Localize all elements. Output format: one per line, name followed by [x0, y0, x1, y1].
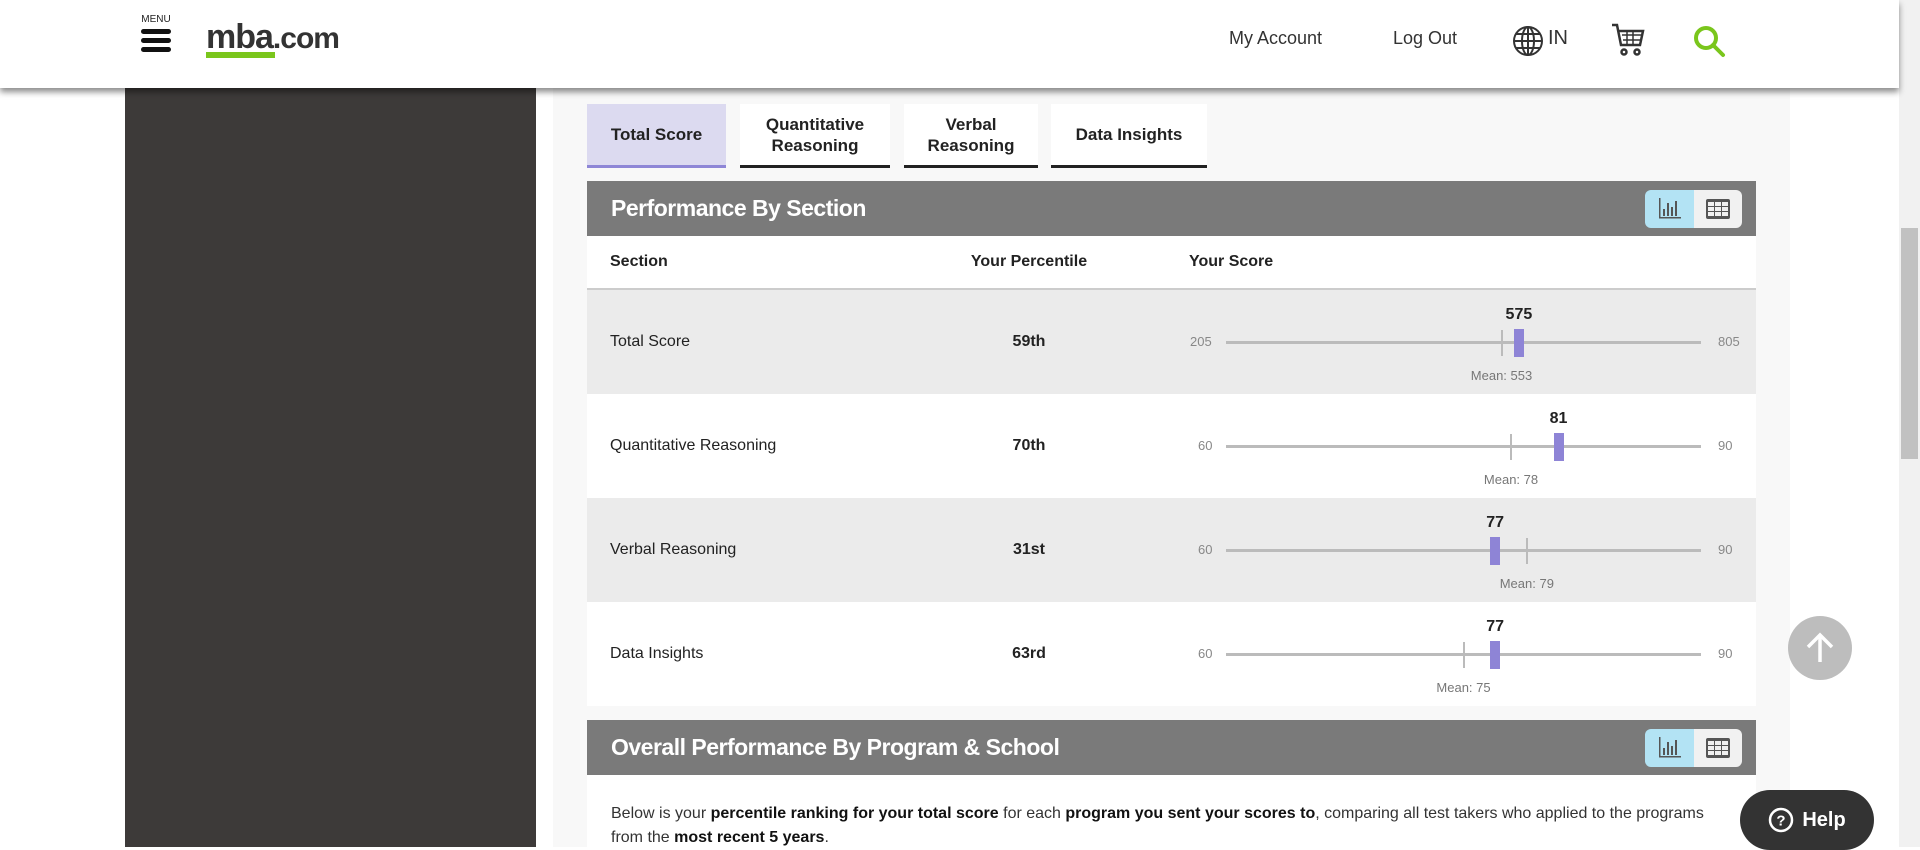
score-track: [1226, 549, 1701, 552]
section-title: Overall Performance By Program & School: [611, 734, 1060, 760]
chart-view-button[interactable]: [1645, 190, 1694, 228]
section-header-performance: Performance By Section: [587, 181, 1756, 236]
tab-total-score[interactable]: Total Score: [587, 104, 726, 168]
hamburger-icon: [141, 29, 171, 34]
text: Below is your: [611, 805, 711, 822]
cart-icon[interactable]: [1610, 22, 1646, 63]
scrollbar-thumb[interactable]: [1901, 228, 1918, 459]
tab-label: Quantitative Reasoning: [765, 114, 865, 155]
chart-view-button[interactable]: [1645, 729, 1694, 767]
section-name: Data Insights: [610, 645, 704, 662]
mean-marker: [1462, 642, 1465, 668]
score-marker: [1490, 641, 1501, 669]
range-min: 205: [1190, 334, 1212, 349]
mean-marker: [1510, 434, 1512, 460]
table-row: Data Insights 63rd 60 90 77 Mean: 75: [587, 602, 1756, 706]
percentile: 63rd: [1012, 645, 1046, 662]
table-view-button[interactable]: [1693, 729, 1742, 767]
score-marker: [1513, 329, 1524, 357]
sidebar: [125, 88, 536, 847]
mean-marker: [1500, 330, 1503, 356]
score-value: 77: [1486, 618, 1505, 635]
question-icon: ?: [1769, 807, 1794, 833]
range-min: 60: [1198, 646, 1213, 661]
log-out-link[interactable]: Log Out: [1393, 28, 1458, 48]
range-min: 60: [1198, 438, 1213, 453]
logo-suffix: .com: [272, 22, 340, 55]
mba-logo[interactable]: mba.com: [206, 18, 340, 58]
help-label: Help: [1802, 808, 1846, 831]
section-name: Total Score: [610, 333, 691, 350]
text: .: [824, 829, 829, 846]
percentile: 70th: [1012, 437, 1046, 454]
scroll-to-top-button[interactable]: [1788, 616, 1852, 680]
text-bold: program you sent your scores to: [1065, 805, 1316, 822]
mean-marker: [1525, 538, 1528, 564]
program-description: Below is your percentile ranking for you…: [587, 775, 1756, 847]
table-row: Quantitative Reasoning 70th 60 90 81 Mea…: [587, 394, 1756, 498]
table-grid-icon: [1705, 199, 1730, 219]
col-score: Your Score: [1189, 253, 1274, 270]
score-value: 575: [1505, 306, 1533, 323]
help-button[interactable]: ? Help: [1740, 790, 1874, 850]
table-header: Section Your Percentile Your Score: [587, 236, 1756, 290]
text-bold: most recent 5 years: [674, 829, 825, 846]
table-row: Verbal Reasoning 31st 60 90 77 Mean: 79: [587, 498, 1756, 602]
menu-button[interactable]: MENU: [139, 14, 173, 56]
tab-verbal-reasoning[interactable]: Verbal Reasoning: [904, 104, 1038, 168]
svg-text:?: ?: [1777, 813, 1786, 830]
percentile: 59th: [1012, 333, 1046, 350]
bar-chart-icon: [1659, 737, 1682, 758]
view-toggle: [1645, 729, 1742, 767]
score-marker: [1490, 537, 1501, 565]
col-section: Section: [610, 253, 668, 270]
range-min: 60: [1198, 542, 1213, 557]
text: , comparing all test takers who applied …: [611, 805, 1704, 846]
globe-icon[interactable]: [1512, 25, 1544, 62]
hamburger-icon-line: [141, 47, 171, 52]
search-icon[interactable]: [1692, 24, 1726, 63]
section-name: Verbal Reasoning: [610, 541, 737, 558]
tab-label: Verbal Reasoning: [927, 114, 1015, 155]
range-max: 805: [1718, 334, 1740, 349]
score-marker: [1553, 433, 1564, 461]
region-label[interactable]: IN: [1548, 27, 1568, 49]
my-account-link[interactable]: My Account: [1229, 28, 1323, 48]
mean-label: Mean: 79: [1499, 576, 1554, 591]
section-header-program: Overall Performance By Program & School: [587, 720, 1756, 775]
view-toggle: [1645, 190, 1742, 228]
score-track: [1226, 341, 1701, 344]
bar-chart-icon: [1659, 198, 1682, 219]
section-title: Performance By Section: [611, 195, 866, 221]
score-value: 81: [1549, 410, 1568, 427]
table-row: Total Score 59th 205 805 575 Mean: 553: [587, 290, 1756, 394]
mean-label: Mean: 75: [1436, 680, 1491, 695]
tab-data-insights[interactable]: Data Insights: [1051, 104, 1207, 168]
range-max: 90: [1718, 646, 1733, 661]
score-track: [1226, 445, 1701, 448]
tab-quantitative-reasoning[interactable]: Quantitative Reasoning: [740, 104, 890, 168]
range-max: 90: [1718, 438, 1733, 453]
arrow-up-icon: [1806, 632, 1834, 662]
logo-main: mba: [206, 18, 275, 58]
site-header: MENU mba.com My Account Log Out IN: [0, 0, 1899, 88]
percentile: 31st: [1012, 541, 1046, 558]
range-max: 90: [1718, 542, 1733, 557]
table-grid-icon: [1705, 738, 1730, 758]
scrollbar[interactable]: [1899, 0, 1920, 847]
table-view-button[interactable]: [1693, 190, 1742, 228]
text: for each: [998, 805, 1066, 822]
score-value: 77: [1486, 514, 1505, 531]
col-percentile: Your Percentile: [970, 253, 1088, 270]
performance-table: Section Your Percentile Your Score Total…: [587, 236, 1756, 706]
mean-label: Mean: 553: [1470, 368, 1533, 383]
hamburger-icon-line: [141, 38, 171, 43]
mean-label: Mean: 78: [1483, 472, 1539, 487]
text-bold: percentile ranking for your total score: [710, 805, 999, 822]
section-name: Quantitative Reasoning: [610, 437, 777, 454]
menu-label: MENU: [141, 14, 171, 25]
